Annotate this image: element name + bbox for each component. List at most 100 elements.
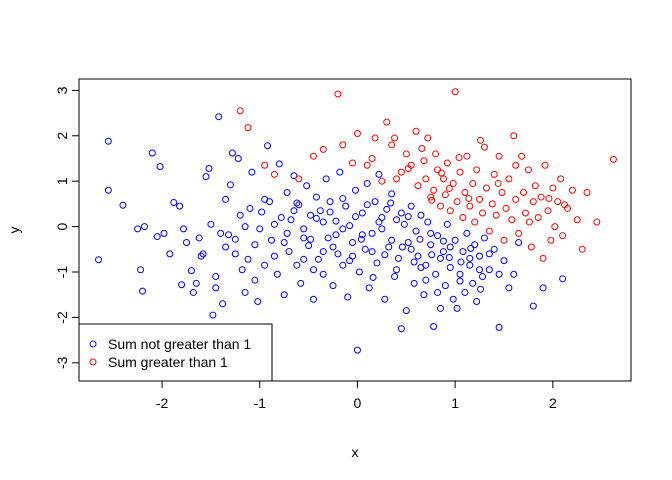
x-tick-label: 0 — [354, 395, 362, 411]
data-point-greater — [309, 152, 317, 160]
data-point-greater — [427, 193, 435, 201]
data-point-not-greater — [428, 251, 436, 259]
data-point-not-greater — [212, 284, 220, 292]
data-point-not-greater — [189, 288, 197, 296]
data-point-not-greater — [400, 220, 408, 228]
data-point-not-greater — [466, 254, 474, 262]
data-point-not-greater — [381, 251, 389, 259]
data-point-not-greater — [346, 222, 354, 230]
data-point-greater — [482, 184, 490, 192]
data-point-not-greater — [140, 223, 148, 231]
data-point-not-greater — [334, 250, 342, 258]
data-point-not-greater — [446, 263, 454, 271]
data-point-not-greater — [182, 238, 190, 246]
data-point-not-greater — [256, 225, 264, 233]
data-point-not-greater — [231, 250, 239, 258]
data-point-not-greater — [234, 154, 242, 162]
data-point-not-greater — [332, 231, 340, 239]
data-point-greater — [443, 159, 451, 167]
data-point-not-greater — [176, 202, 184, 210]
data-point-not-greater — [414, 252, 422, 260]
data-point-greater — [488, 200, 496, 208]
data-point-not-greater — [209, 311, 217, 319]
data-point-not-greater — [510, 270, 518, 278]
data-point-not-greater — [314, 255, 322, 263]
data-point-greater — [557, 175, 565, 183]
data-point-not-greater — [319, 218, 327, 226]
data-point-greater — [495, 152, 503, 160]
data-point-not-greater — [427, 229, 435, 237]
data-point-greater — [432, 150, 440, 158]
data-point-not-greater — [490, 245, 498, 253]
data-point-greater — [541, 161, 549, 169]
data-point-not-greater — [495, 270, 503, 278]
data-point-not-greater — [219, 300, 227, 308]
data-point-not-greater — [212, 273, 220, 281]
data-point-greater — [469, 179, 477, 187]
data-point-not-greater — [476, 252, 484, 260]
data-point-not-greater — [280, 291, 288, 299]
data-point-not-greater — [134, 225, 142, 233]
data-point-not-greater — [251, 276, 259, 284]
data-point-greater — [505, 175, 513, 183]
data-point-not-greater — [436, 254, 444, 262]
data-point-greater — [545, 194, 553, 202]
data-point-not-greater — [404, 238, 412, 246]
data-point-greater — [349, 159, 357, 167]
data-point-greater — [494, 179, 502, 187]
data-point-not-greater — [199, 250, 207, 258]
y-tick-label: 2 — [54, 132, 70, 140]
data-point-greater — [578, 245, 586, 253]
data-point-not-greater — [309, 295, 317, 303]
data-point-not-greater — [351, 186, 359, 194]
data-point-not-greater — [445, 253, 453, 261]
data-point-greater — [449, 179, 457, 187]
data-point-greater — [463, 152, 471, 160]
data-point-not-greater — [267, 236, 275, 244]
data-point-greater — [428, 196, 436, 204]
data-point-not-greater — [283, 229, 291, 237]
data-point-not-greater — [226, 181, 234, 189]
data-point-greater — [368, 154, 376, 162]
data-point-greater — [441, 191, 449, 199]
data-point-greater — [593, 218, 601, 226]
data-point-not-greater — [449, 295, 457, 303]
data-point-greater — [549, 184, 557, 192]
data-point-greater — [490, 170, 498, 178]
data-point-not-greater — [469, 279, 477, 287]
data-point-not-greater — [160, 229, 168, 237]
data-point-not-greater — [371, 198, 379, 206]
data-point-not-greater — [261, 195, 269, 203]
data-points — [95, 88, 617, 354]
data-point-greater — [466, 202, 474, 210]
data-point-greater — [424, 134, 432, 142]
data-point-not-greater — [309, 266, 317, 274]
data-point-not-greater — [248, 168, 256, 176]
legend-label-not-greater: Sum not greater than 1 — [108, 336, 251, 352]
data-point-greater — [547, 236, 555, 244]
data-point-greater — [437, 169, 445, 177]
data-point-not-greater — [104, 137, 112, 145]
data-point-not-greater — [270, 220, 278, 228]
data-point-not-greater — [95, 256, 103, 264]
data-point-not-greater — [236, 211, 244, 219]
data-point-not-greater — [500, 257, 508, 265]
data-point-not-greater — [383, 205, 391, 213]
legend-label-greater: Sum greater than 1 — [108, 354, 228, 370]
data-point-not-greater — [293, 261, 301, 269]
data-point-not-greater — [285, 248, 293, 256]
data-point-not-greater — [251, 241, 259, 249]
data-point-not-greater — [307, 235, 315, 243]
data-point-not-greater — [192, 279, 200, 287]
data-point-not-greater — [329, 282, 337, 290]
data-point-greater — [476, 195, 484, 203]
data-point-greater — [383, 118, 391, 126]
data-point-greater — [397, 168, 405, 176]
data-point-not-greater — [254, 298, 262, 306]
data-point-not-greater — [205, 164, 213, 172]
data-point-not-greater — [180, 225, 188, 233]
data-point-not-greater — [439, 248, 447, 256]
data-point-not-greater — [476, 266, 484, 274]
data-point-greater — [391, 134, 399, 142]
data-point-greater — [510, 132, 518, 140]
